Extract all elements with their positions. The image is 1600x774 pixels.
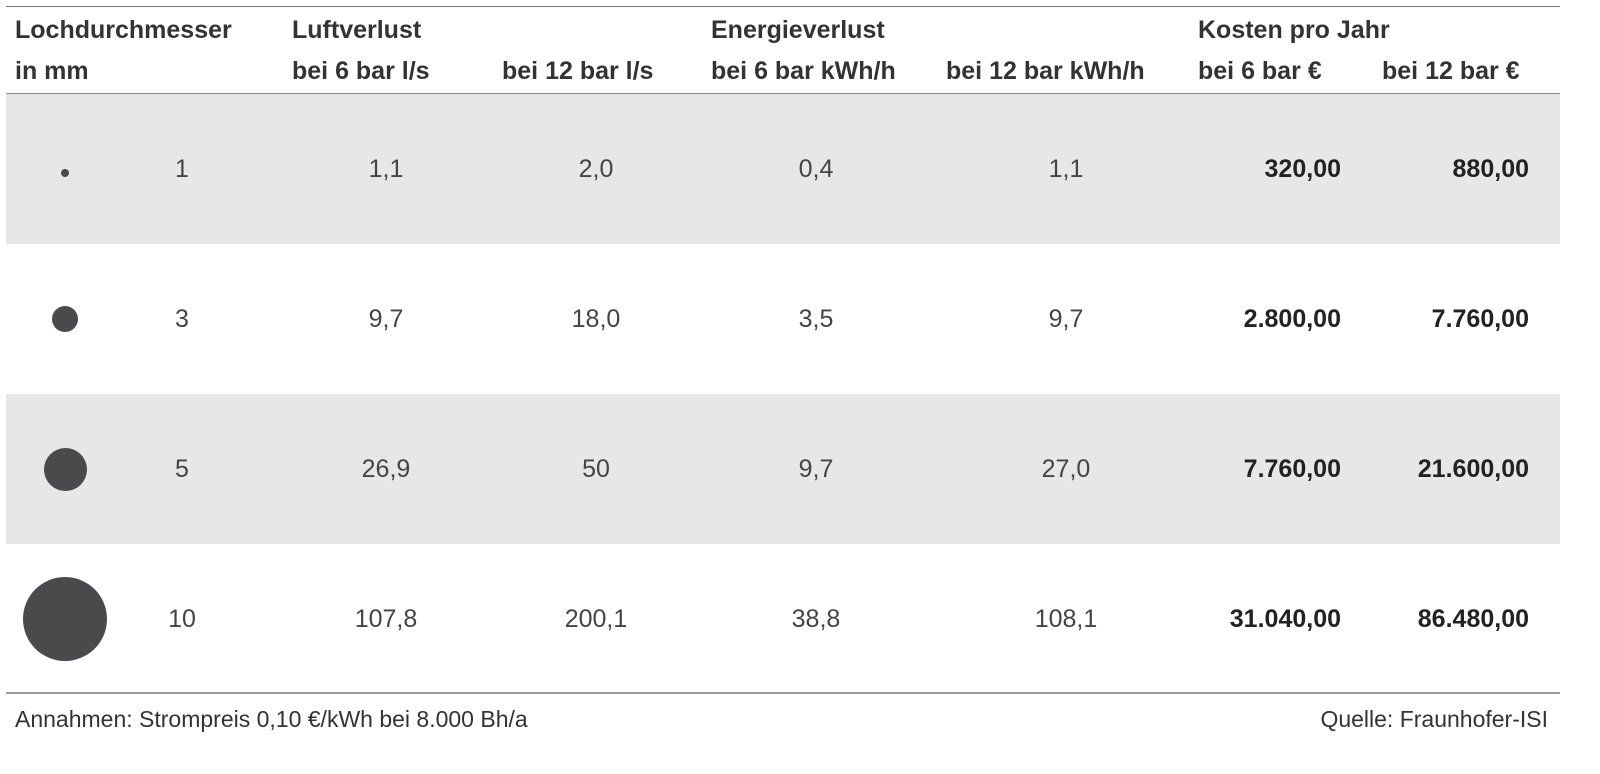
- cell-energie-6: 3,5: [798, 304, 834, 333]
- footnote-source: Quelle: Fraunhofer-ISI: [1320, 706, 1548, 732]
- header-energie-12bar: bei 12 bar kWh/h: [946, 57, 1145, 85]
- cell-luft-12: 18,0: [571, 304, 621, 333]
- header-diameter-unit: in mm: [15, 57, 89, 85]
- table-row: 3 9,7 18,0 3,5 9,7 2.800,00 7.760,00: [6, 244, 1560, 394]
- cell-diameter: 10: [168, 604, 196, 633]
- cell-luft-6: 26,9: [361, 454, 411, 483]
- bottom-rule: [6, 692, 1560, 694]
- cell-energie-6: 9,7: [798, 454, 834, 483]
- hole-size-icon: [6, 544, 124, 694]
- hole-size-icon: [6, 394, 124, 544]
- cell-luft-6: 9,7: [368, 304, 404, 333]
- header-luft-12bar: bei 12 bar l/s: [502, 57, 654, 85]
- table-row: 1 1,1 2,0 0,4 1,1 320,00 880,00: [6, 94, 1560, 244]
- cell-diameter: 5: [175, 454, 189, 483]
- hole-size-icon: [6, 244, 124, 394]
- cell-kosten-12: 21.600,00: [1417, 454, 1529, 483]
- table-row: 10 107,8 200,1 38,8 108,1 31.040,00 86.4…: [6, 544, 1560, 694]
- cell-kosten-12: 7.760,00: [1431, 304, 1529, 333]
- cell-kosten-12: 86.480,00: [1417, 604, 1529, 633]
- cell-luft-12: 200,1: [564, 604, 628, 633]
- header-kosten-12bar: bei 12 bar €: [1382, 57, 1520, 85]
- header-kosten-6bar: bei 6 bar €: [1198, 57, 1322, 85]
- cell-energie-12: 9,7: [1048, 304, 1084, 333]
- top-rule: [6, 6, 1560, 7]
- cell-kosten-12: 880,00: [1452, 154, 1529, 183]
- cell-energie-6: 0,4: [798, 154, 834, 183]
- cell-kosten-6: 2.800,00: [1243, 304, 1341, 333]
- hole-size-icon: [6, 94, 124, 244]
- cell-energie-12: 108,1: [1034, 604, 1098, 633]
- header-kosten: Kosten pro Jahr: [1198, 16, 1390, 44]
- header-energieverlust: Energieverlust: [711, 16, 885, 44]
- cell-diameter: 3: [175, 304, 189, 333]
- table-row: 5 26,9 50 9,7 27,0 7.760,00 21.600,00: [6, 394, 1560, 544]
- cell-luft-6: 107,8: [354, 604, 418, 633]
- cell-energie-6: 38,8: [791, 604, 841, 633]
- header-luftverlust: Luftverlust: [292, 16, 422, 44]
- cell-energie-12: 1,1: [1048, 154, 1084, 183]
- header-luft-6bar: bei 6 bar l/s: [292, 57, 430, 85]
- cell-kosten-6: 31.040,00: [1229, 604, 1341, 633]
- header-rule: [6, 93, 1560, 94]
- header-diameter: Lochdurchmesser: [15, 16, 232, 44]
- cell-luft-12: 50: [582, 454, 610, 483]
- footnote-assumptions: Annahmen: Strompreis 0,10 €/kWh bei 8.00…: [15, 706, 528, 732]
- cell-kosten-6: 7.760,00: [1243, 454, 1341, 483]
- cell-kosten-6: 320,00: [1264, 154, 1341, 183]
- cell-energie-12: 27,0: [1041, 454, 1091, 483]
- cell-luft-12: 2,0: [578, 154, 614, 183]
- cell-luft-6: 1,1: [368, 154, 404, 183]
- cell-diameter: 1: [175, 154, 189, 183]
- header-energie-6bar: bei 6 bar kWh/h: [711, 57, 896, 85]
